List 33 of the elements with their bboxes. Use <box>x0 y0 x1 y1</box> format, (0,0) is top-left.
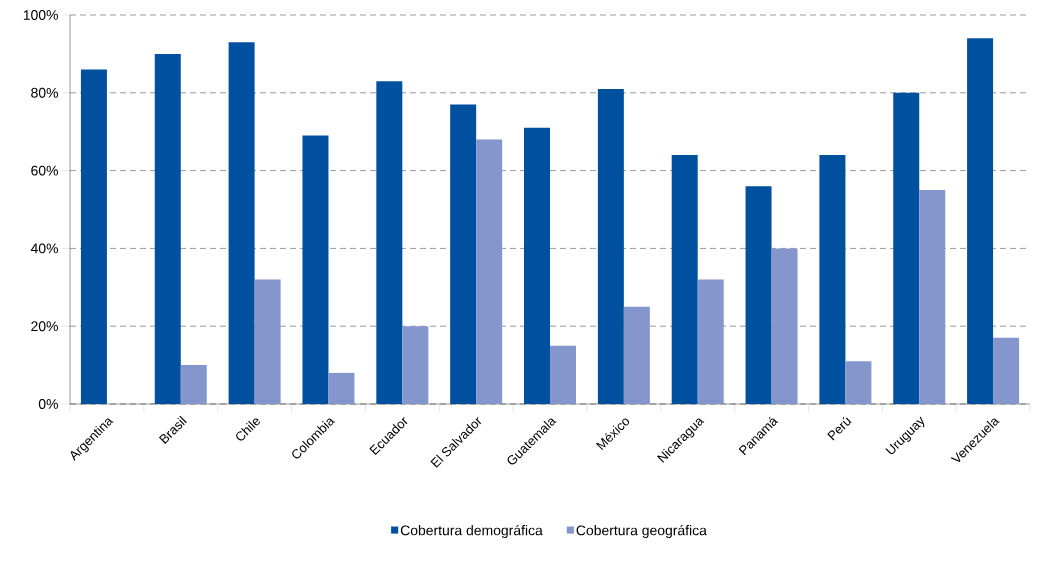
bar <box>967 38 994 404</box>
bar <box>697 279 724 404</box>
y-tick-label: 40% <box>30 243 58 254</box>
bar <box>154 53 181 404</box>
y-tick-label: 100% <box>23 10 58 20</box>
bar <box>993 337 1020 404</box>
bar <box>476 139 503 404</box>
bar <box>402 326 429 404</box>
bar <box>893 92 920 404</box>
bar <box>597 88 624 404</box>
bar <box>376 81 403 404</box>
bar <box>180 365 207 404</box>
bar <box>845 361 872 404</box>
y-tick-label: 0% <box>38 399 58 409</box>
bar <box>745 186 772 404</box>
bar <box>302 135 329 404</box>
bar <box>80 69 107 404</box>
bar <box>671 155 698 404</box>
y-tick-label: 80% <box>31 87 58 98</box>
bar <box>771 248 798 404</box>
bar <box>623 306 650 404</box>
bar <box>919 190 946 404</box>
bar <box>550 345 577 404</box>
bar <box>228 42 255 404</box>
bar <box>328 372 355 404</box>
y-tick-label: 60% <box>31 165 58 176</box>
legend-label: Cobertura geográfica <box>576 524 707 539</box>
bar <box>524 127 551 404</box>
bar <box>254 279 281 404</box>
bar <box>450 104 477 404</box>
legend-label: Cobertura demográfica <box>400 524 543 539</box>
bar <box>819 155 846 404</box>
y-tick-label: 20% <box>31 321 58 332</box>
